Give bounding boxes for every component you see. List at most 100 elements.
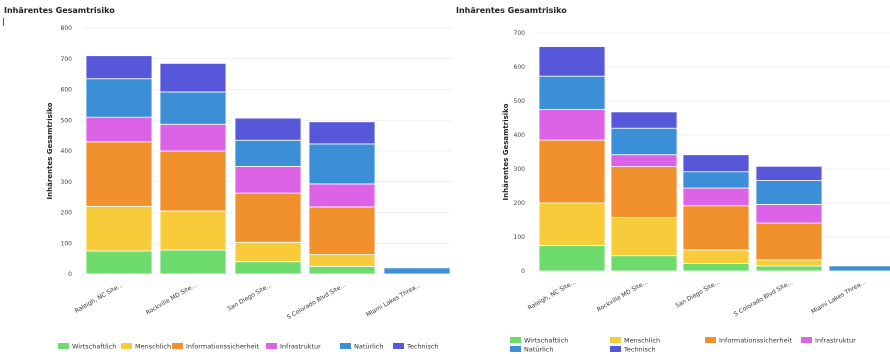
legend-item-informationssicherheit[interactable]: Informationssicherheit: [172, 343, 259, 351]
bar-segment-natuerlich[interactable]: [682, 171, 750, 189]
bar-segment-menschlich[interactable]: [234, 241, 302, 263]
legend-item-menschlich[interactable]: Menschlich: [121, 343, 171, 351]
bar-segment-menschlich[interactable]: [682, 249, 750, 264]
bar-segment-informationssicherheit[interactable]: [85, 141, 153, 207]
bar-group-rockville-md-site[interactable]: [159, 62, 227, 275]
legend-item-technisch[interactable]: Technisch: [393, 343, 439, 351]
bar-segment-infrastruktur[interactable]: [682, 187, 750, 207]
bar-segment-informationssicherheit[interactable]: [159, 150, 227, 212]
bar-segment-informationssicherheit[interactable]: [308, 206, 376, 256]
bar-segment-menschlich[interactable]: [159, 210, 227, 251]
bar-segment-wirtschaftlich[interactable]: [755, 265, 823, 272]
bar-segment-infrastruktur[interactable]: [755, 203, 823, 224]
bar-group-san-diego-site[interactable]: [234, 117, 302, 275]
legend-label: Informationssicherheit: [186, 343, 259, 351]
bar-segment-wirtschaftlich[interactable]: [85, 250, 153, 275]
bar-segment-wirtschaftlich[interactable]: [682, 263, 750, 272]
bar-group-raleigh-nc-site[interactable]: [85, 55, 153, 275]
bar-segment-menschlich[interactable]: [538, 202, 606, 246]
bar-group-miami-lakes-threa[interactable]: [828, 265, 890, 272]
bar-segment-infrastruktur[interactable]: [159, 123, 227, 152]
y-tick-label: 600: [514, 64, 526, 71]
bar-segment-menschlich[interactable]: [308, 254, 376, 267]
y-tick-label: 800: [61, 25, 73, 32]
y-tick-label: 500: [514, 98, 526, 105]
bar-segment-natuerlich[interactable]: [538, 75, 606, 110]
bar-segment-menschlich[interactable]: [755, 259, 823, 267]
bar-segment-technisch[interactable]: [682, 154, 750, 173]
bar-segment-natuerlich[interactable]: [308, 143, 376, 185]
bar-segment-technisch[interactable]: [538, 46, 606, 77]
bar-segment-technisch[interactable]: [234, 117, 302, 141]
bar-segment-informationssicherheit[interactable]: [682, 205, 750, 251]
bar-segment-natuerlich[interactable]: [234, 139, 302, 167]
bar-segment-wirtschaftlich[interactable]: [610, 255, 678, 272]
bar-segment-technisch[interactable]: [159, 62, 227, 93]
bar-group-s-colorado-blvd-site[interactable]: [308, 121, 376, 275]
bar-segment-menschlich[interactable]: [85, 205, 153, 252]
x-tick-label: Rockville MD Site...: [596, 279, 649, 314]
y-axis-label: Inhärentes Gesamtrisiko: [46, 102, 54, 199]
bar-segment-natuerlich[interactable]: [755, 180, 823, 205]
x-tick-label: Rockville MD Site...: [145, 282, 198, 317]
bar-segment-technisch[interactable]: [755, 165, 823, 181]
legend-swatch: [610, 337, 621, 343]
x-tick-label: Miami Lakes Threa...: [365, 282, 422, 319]
legend-swatch: [801, 337, 812, 343]
bar-group-rockville-md-site[interactable]: [610, 111, 678, 272]
y-tick-label: 0: [521, 268, 525, 275]
bar-segment-infrastruktur[interactable]: [85, 116, 153, 143]
bar-segment-infrastruktur[interactable]: [308, 183, 376, 208]
legend-swatch: [172, 343, 183, 349]
legend-item-infrastruktur[interactable]: Infrastruktur: [266, 343, 321, 351]
legend-item-menschlich[interactable]: Menschlich: [610, 337, 660, 345]
chart-panel-left: Inhärentes Gesamtrisiko 0 100 200 300 400 500…: [3, 6, 452, 351]
legend-item-natuerlich[interactable]: Natürlich: [510, 346, 554, 354]
bar-segment-infrastruktur[interactable]: [610, 154, 678, 168]
bar-group-miami-lakes-threa[interactable]: [383, 267, 451, 275]
bar-segment-infrastruktur[interactable]: [234, 165, 302, 194]
bar-segment-wirtschaftlich[interactable]: [538, 245, 606, 272]
bar-group-s-colorado-blvd-site[interactable]: [755, 165, 823, 272]
y-tick-label: 400: [514, 132, 526, 139]
bar-segment-informationssicherheit[interactable]: [234, 192, 302, 243]
legend-label: Wirtschaftlich: [72, 343, 116, 351]
legend-swatch: [58, 343, 69, 349]
x-tick-label: S Colorado Blvd Site...: [286, 282, 347, 321]
legend-item-informationssicherheit[interactable]: Informationssicherheit: [705, 337, 792, 345]
bar-segment-informationssicherheit[interactable]: [755, 222, 823, 261]
legend-swatch: [510, 346, 521, 352]
legend-item-natuerlich[interactable]: Natürlich: [340, 343, 384, 351]
legend-label: Infrastruktur: [815, 337, 856, 345]
text-cursor-mark: [3, 18, 4, 26]
bar-segment-technisch[interactable]: [308, 121, 376, 145]
bar-segment-menschlich[interactable]: [610, 217, 678, 257]
bar-segment-natuerlich[interactable]: [610, 127, 678, 156]
bar-group-san-diego-site[interactable]: [682, 154, 750, 272]
legend-item-infrastruktur[interactable]: Infrastruktur: [801, 337, 856, 345]
stacked-bar-chart-left: 0 100 200 300 400 500 600 700 800 Inhärentes Gesa…: [46, 25, 452, 351]
legend-item-wirtschaftlich[interactable]: Wirtschaftlich: [58, 343, 116, 351]
bar-segment-wirtschaftlich[interactable]: [159, 249, 227, 275]
legend-swatch: [610, 346, 621, 352]
legend-swatch: [340, 343, 351, 349]
bar-segment-infrastruktur[interactable]: [538, 109, 606, 141]
bar-segment-technisch[interactable]: [610, 111, 678, 129]
x-tick-label: Raleigh, NC Site...: [74, 282, 124, 315]
bar-segment-informationssicherheit[interactable]: [538, 139, 606, 204]
bar-segment-natuerlich[interactable]: [383, 267, 451, 275]
bar-segment-natuerlich[interactable]: [828, 265, 890, 272]
x-tick-label: Miami Lakes Threa...: [810, 279, 867, 316]
bar-group-raleigh-nc-site[interactable]: [538, 46, 606, 272]
x-tick-label: San Diego Site...: [226, 282, 273, 313]
legend-swatch: [393, 343, 404, 349]
bar-segment-natuerlich[interactable]: [159, 91, 227, 125]
legend-item-technisch[interactable]: Technisch: [610, 346, 656, 354]
legend-label: Informationssicherheit: [719, 337, 792, 345]
bar-segment-natuerlich[interactable]: [85, 78, 153, 118]
bar-segment-technisch[interactable]: [85, 55, 153, 80]
legend-item-wirtschaftlich[interactable]: Wirtschaftlich: [510, 337, 568, 345]
bar-segment-informationssicherheit[interactable]: [610, 166, 678, 219]
bar-segment-wirtschaftlich[interactable]: [234, 261, 302, 275]
bar-segment-wirtschaftlich[interactable]: [308, 265, 376, 275]
